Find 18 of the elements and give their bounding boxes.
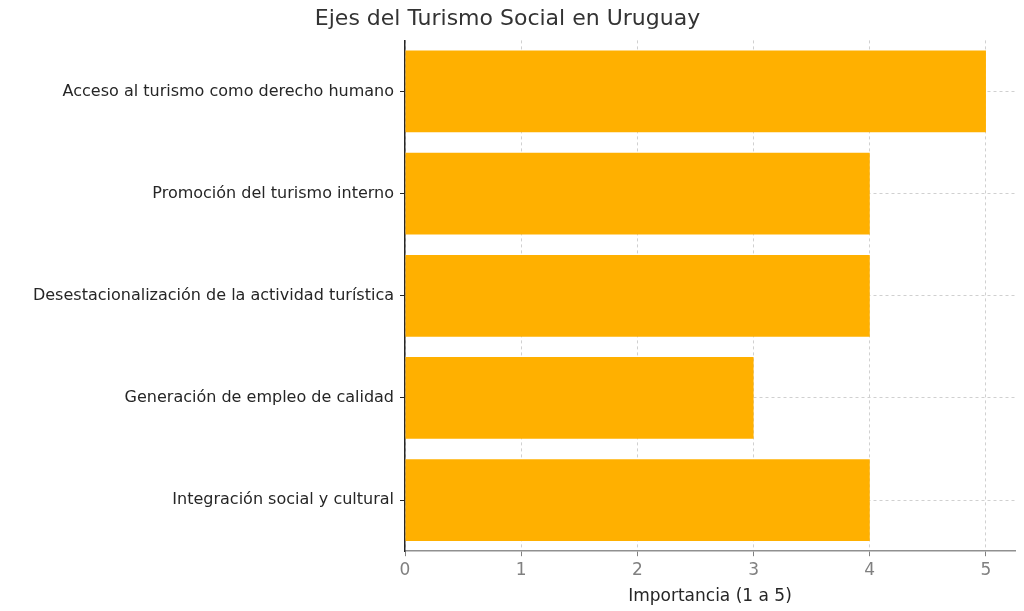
y-tick-label: Desestacionalización de la actividad turística <box>32 284 394 304</box>
y-tick-label: Integración social y cultural <box>172 489 394 509</box>
bar <box>405 152 870 235</box>
y-tick-label: Promoción del turismo interno <box>152 182 394 202</box>
bar <box>405 459 870 541</box>
bar <box>405 357 754 439</box>
x-tick-label: 3 <box>748 558 759 579</box>
x-tick-label: 2 <box>631 558 643 579</box>
x-axis-title: Importancia (1 a 5) <box>628 585 792 606</box>
chart-title: Ejes del Turismo Social en Uruguay <box>314 4 701 30</box>
y-tick-label: Acceso al turismo como derecho humano <box>62 80 394 100</box>
bar <box>405 50 986 133</box>
x-tick-label: 0 <box>399 558 411 579</box>
x-tick-label: 1 <box>515 558 527 579</box>
x-tick-label: 5 <box>980 558 992 579</box>
x-tick-label: 4 <box>864 558 876 579</box>
bar <box>405 254 870 337</box>
y-tick-label: Generación de empleo de calidad <box>124 387 394 407</box>
